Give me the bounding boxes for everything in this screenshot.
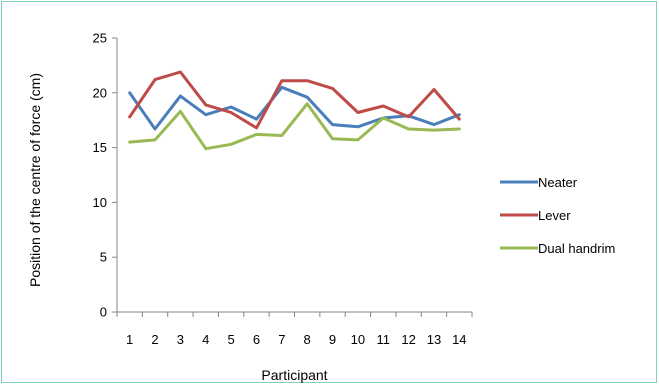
x-tick-label: 2 <box>151 332 158 347</box>
legend-label-neater: Neater <box>538 175 578 190</box>
y-ticks: 0 5 10 15 20 25 <box>93 31 117 320</box>
y-tick-label: 10 <box>93 195 107 210</box>
x-tick-label: 8 <box>304 332 311 347</box>
x-tick-label: 3 <box>177 332 184 347</box>
series-lines <box>128 70 461 151</box>
x-tick-label: 1 <box>126 332 133 347</box>
x-tick-label: 6 <box>253 332 260 347</box>
x-tick-label: 5 <box>227 332 234 347</box>
y-tick-label: 0 <box>100 305 107 320</box>
y-axis-title: Position of the centre of force (cm) <box>27 73 43 287</box>
legend-label-lever: Lever <box>538 208 571 223</box>
x-tick-label: 13 <box>427 332 441 347</box>
y-tick-label: 15 <box>93 140 107 155</box>
legend: Neater Lever Dual handrim <box>500 175 615 256</box>
y-tick-label: 25 <box>93 31 107 46</box>
x-tick-label: 7 <box>278 332 285 347</box>
x-tick-label: 9 <box>329 332 336 347</box>
x-tick-label: 12 <box>401 332 415 347</box>
x-axis-title: Participant <box>261 367 327 383</box>
y-tick-label: 5 <box>100 250 107 265</box>
x-tick-label: 11 <box>377 332 391 347</box>
x-ticks: 1 2 3 4 5 6 7 8 9 10 11 12 13 14 <box>116 312 473 347</box>
x-tick-label: 4 <box>202 332 209 347</box>
x-tick-label: 10 <box>351 332 365 347</box>
x-tick-label: 14 <box>452 332 466 347</box>
series-line-dual-handrim <box>128 102 461 151</box>
axes <box>116 38 472 313</box>
series-line-lever <box>128 70 461 130</box>
series-line-neater <box>128 85 461 131</box>
legend-label-dual-handrim: Dual handrim <box>538 241 615 256</box>
y-tick-label: 20 <box>93 85 107 100</box>
